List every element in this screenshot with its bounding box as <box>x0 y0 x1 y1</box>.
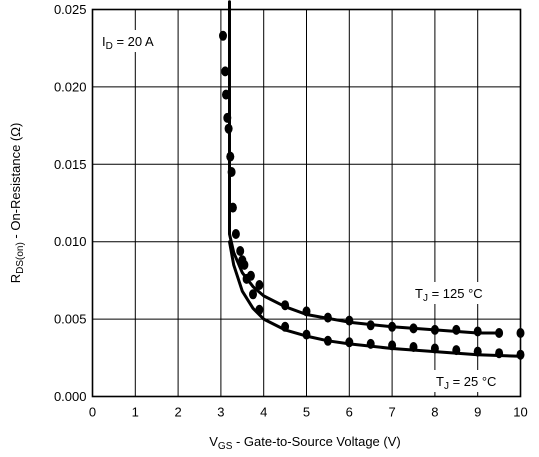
tj-25-label: TJ = 25 °C <box>436 374 496 392</box>
data-point <box>255 304 264 315</box>
x-tick-label: 9 <box>474 405 481 420</box>
x-tick-label: 6 <box>346 405 353 420</box>
data-point <box>409 342 418 352</box>
id-label-background <box>96 30 160 52</box>
tj25-label-background <box>430 370 516 392</box>
x-tick-label: 4 <box>260 405 267 420</box>
data-point <box>323 335 332 346</box>
data-point <box>516 328 525 338</box>
data-point <box>231 229 240 239</box>
x-tick-label: 0 <box>89 405 96 420</box>
data-point <box>323 312 332 323</box>
data-point <box>516 349 525 360</box>
data-point <box>473 326 482 337</box>
data-point <box>430 343 439 354</box>
data-point <box>430 324 439 335</box>
data-point <box>227 167 236 177</box>
x-tick-label: 5 <box>303 405 310 420</box>
data-point <box>222 89 230 100</box>
data-point <box>224 123 233 134</box>
data-point <box>388 340 397 351</box>
data-point <box>226 151 235 162</box>
data-point <box>452 345 461 356</box>
data-point <box>409 323 418 334</box>
data-point <box>219 30 227 41</box>
drain-current-label: ID = 20 A <box>102 34 154 52</box>
data-point <box>228 202 237 213</box>
plot-frame <box>91 8 522 398</box>
data-point <box>221 66 230 77</box>
x-tick-label: 1 <box>132 405 139 420</box>
data-point <box>495 348 504 359</box>
y-tick-label: 0.020 <box>54 79 87 94</box>
data-point <box>302 329 311 340</box>
x-tick-label: 8 <box>431 405 438 420</box>
data-point <box>249 289 257 300</box>
x-tick-label: 3 <box>217 405 224 420</box>
y-tick-label: 0.015 <box>54 157 87 172</box>
x-tick-label: 2 <box>174 405 181 420</box>
x-tick-label: 7 <box>388 405 395 420</box>
tj125-label-background <box>410 282 504 304</box>
x-tick-label: 10 <box>513 405 527 420</box>
data-point <box>302 306 311 317</box>
x-axis-title: VGS - Gate-to-Source Voltage (V) <box>209 434 400 452</box>
data-point <box>345 337 354 348</box>
data-points <box>219 30 525 360</box>
y-tick-label: 0.005 <box>54 312 87 327</box>
data-point <box>366 338 375 349</box>
data-point <box>281 300 290 311</box>
y-tick-label: 0.000 <box>54 389 87 404</box>
data-point <box>388 321 397 332</box>
data-point <box>255 280 264 290</box>
data-point <box>345 315 354 326</box>
data-point <box>223 112 232 123</box>
data-point <box>281 321 290 332</box>
y-tick-label: 0.010 <box>54 234 87 249</box>
data-point <box>473 346 482 357</box>
data-point <box>238 255 247 266</box>
y-tick-label: 0.025 <box>54 2 87 17</box>
x-tick-labels: 0 1 2 3 4 5 6 7 8 9 10 <box>89 405 528 420</box>
y-tick-labels: 0.000 0.005 0.010 0.015 0.020 0.025 <box>54 2 87 404</box>
data-point <box>366 320 375 331</box>
data-point <box>495 328 504 338</box>
tj-125-label: TJ = 125 °C <box>415 286 483 304</box>
data-point <box>452 324 461 335</box>
y-axis-title: RDS(on) - On-Resistance (Ω) <box>8 123 26 284</box>
data-point <box>242 273 251 284</box>
data-point <box>236 246 245 256</box>
